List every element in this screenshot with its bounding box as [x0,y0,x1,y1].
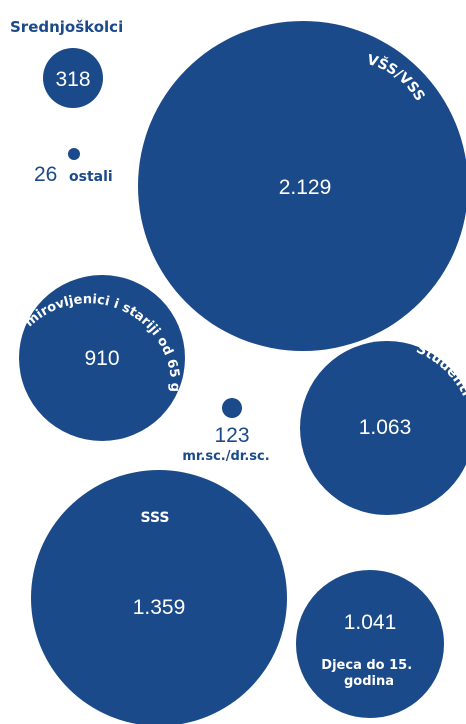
circle-vss [138,21,466,351]
label-ostali: ostali [69,169,113,185]
circle-ostali [68,148,80,160]
value-umirovljenici: 910 [84,347,119,370]
bubble-ostali: 26 ostali [34,148,113,186]
label-srednjoskolci: Srednjoškolci [10,18,123,36]
label-djeca-line1: Djeca do 15. [321,658,412,673]
value-srednjoskolci: 318 [55,68,90,91]
value-mrsc: 123 [214,424,249,447]
label-djeca: Djeca do 15. godina [321,658,416,689]
label-mrsc: mr.sc./dr.sc. [182,449,269,464]
circle-sss [31,470,287,724]
bubble-mrsc: 123 mr.sc./dr.sc. [182,398,270,464]
value-sss: 1.359 [133,596,186,619]
bubble-srednjoskolci: Srednjoškolci 318 [10,18,123,108]
circle-umirovljenici [19,275,185,441]
circle-djeca [296,570,444,718]
value-vss: 2.129 [279,176,332,199]
value-studenti: 1.063 [359,416,412,439]
bubble-studenti: Studenti 1.063 [300,341,466,515]
circle-mrsc [222,398,242,418]
bubble-djeca: 1.041 Djeca do 15. godina [296,570,444,718]
label-sss: SSS [141,510,170,526]
bubble-vss: VŠS/VSS 2.129 [138,21,466,351]
value-djeca: 1.041 [344,611,397,634]
circle-srednjoskolci [43,48,103,108]
label-djeca-line2: godina [344,674,394,689]
circle-studenti [300,341,466,515]
bubble-sss: SSS 1.359 [31,470,287,724]
value-ostali: 26 [34,163,57,186]
